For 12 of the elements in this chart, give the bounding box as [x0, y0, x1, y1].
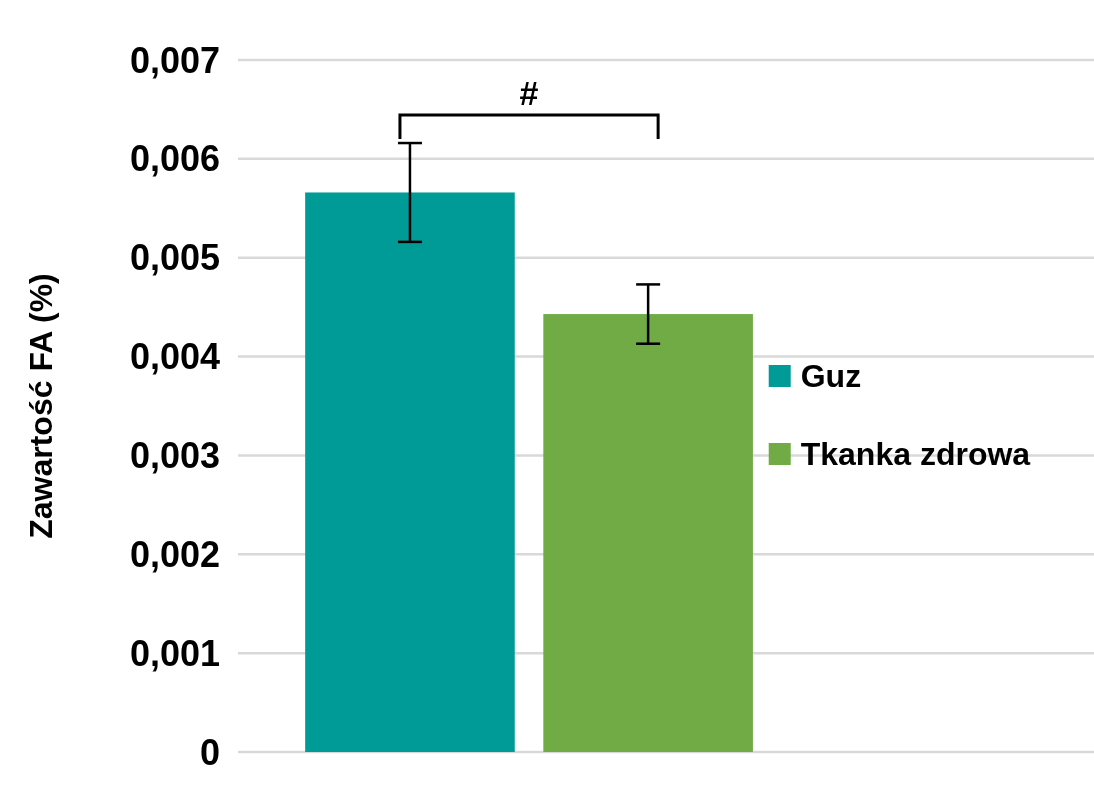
y-tick-label: 0,006: [129, 138, 220, 180]
legend-label: Guz: [800, 358, 862, 395]
legend-label: Tkanka zdrowa: [800, 436, 1031, 473]
y-tick-label: 0,003: [129, 435, 220, 477]
y-tick-label: 0,004: [129, 336, 220, 378]
y-axis-title: Zawartość FA (%): [23, 273, 59, 539]
y-tick-label: 0,005: [129, 237, 220, 279]
annotation: #: [519, 74, 539, 113]
y-tick-label: 0,002: [129, 533, 220, 575]
y-tick-label: 0,007: [129, 39, 220, 81]
y-tick-label: 0: [199, 731, 220, 773]
y-tick-label: 0,001: [129, 632, 220, 674]
